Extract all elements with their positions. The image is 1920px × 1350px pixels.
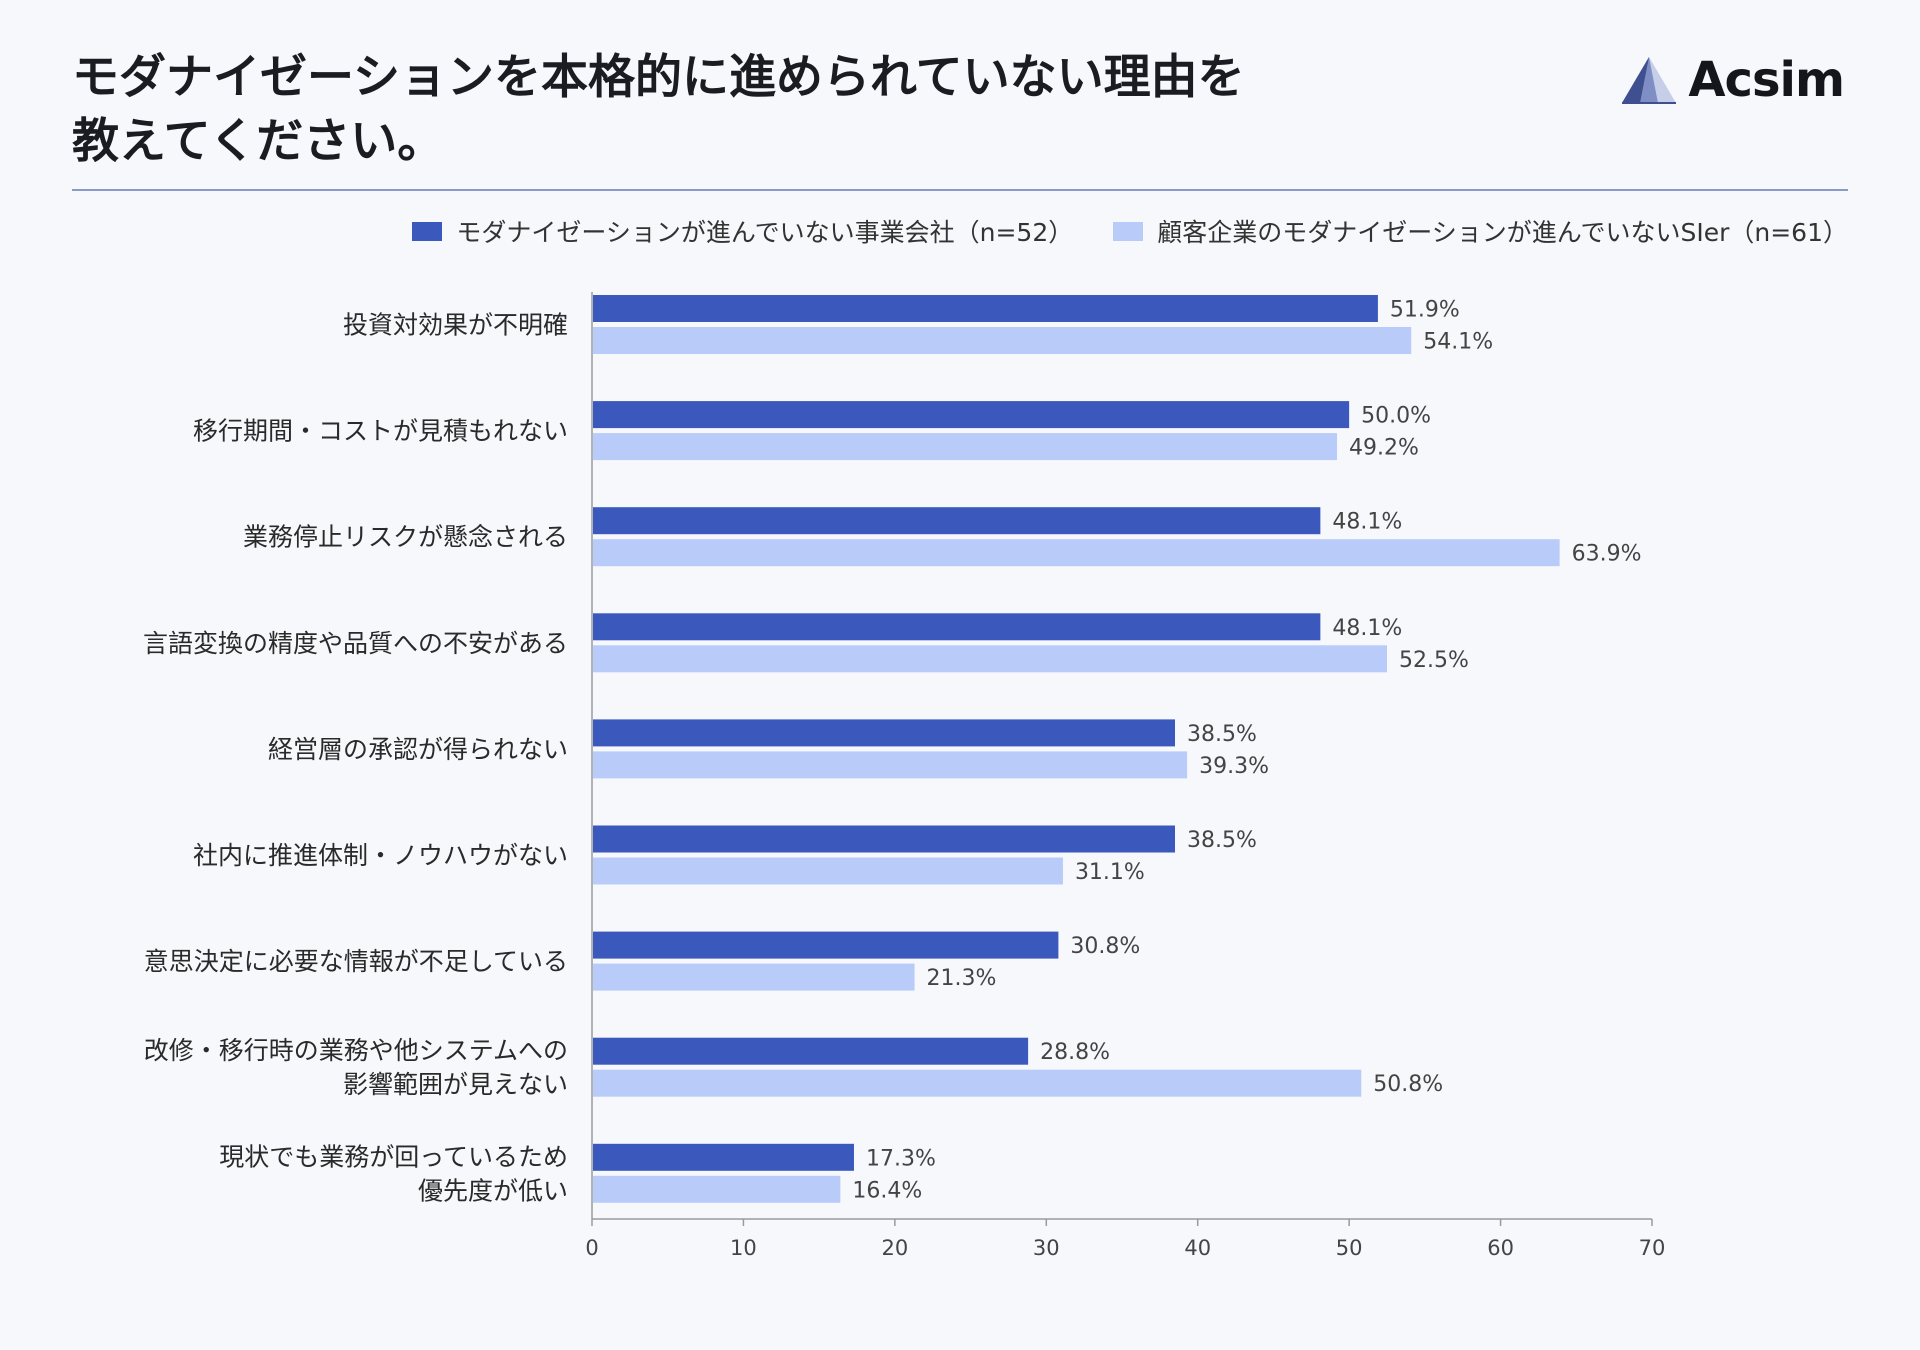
category-label: 意思決定に必要な情報が不足している [144,947,568,976]
triangle-logo-icon [1622,57,1677,104]
x-tick-label: 40 [1184,1236,1211,1260]
title-line-2: 教えてください。 [72,114,445,169]
bar [593,963,915,991]
bar [593,1175,841,1203]
data-label: 39.3% [1199,754,1269,779]
category-label: 影響範囲が見えない [343,1070,568,1099]
x-tick-label: 50 [1336,1236,1363,1260]
x-tick-label: 0 [585,1236,598,1260]
data-label: 50.8% [1373,1072,1443,1097]
data-label: 30.8% [1070,934,1140,959]
bar [593,857,1063,885]
logo-text: Acsim [1688,52,1845,108]
data-label: 51.9% [1390,298,1460,323]
title-divider [72,189,1848,191]
data-label: 49.2% [1349,436,1419,461]
x-tick-label: 20 [881,1236,908,1260]
legend-label-series1: モダナイゼーションが進んでいない事業会社（n=52） [456,218,1074,247]
data-label: 63.9% [1572,542,1642,567]
category-label: 社内に推進体制・ノウハウがない [193,841,568,870]
category-label: 経営層の承認が得られない [268,735,568,764]
bar [593,751,1188,779]
x-tick-label: 10 [730,1236,757,1260]
data-label: 38.5% [1187,828,1257,853]
chart-legend: モダナイゼーションが進んでいない事業会社（n=52） 顧客企業のモダナイゼーショ… [412,213,1848,249]
data-label: 21.3% [927,966,997,991]
category-label: 優先度が低い [418,1176,568,1205]
x-tick-label: 30 [1033,1236,1060,1260]
legend-swatch-series1 [412,221,443,241]
bar [593,327,1412,354]
bar [593,1069,1362,1097]
bar [593,825,1175,853]
category-label: 移行期間・コストが見積もれない [193,417,568,446]
data-label: 50.0% [1361,404,1431,429]
data-label: 48.1% [1332,510,1402,535]
legend-item-series1: モダナイゼーションが進んでいない事業会社（n=52） [412,213,1073,249]
bar [593,613,1321,641]
legend-swatch-series2 [1113,221,1144,241]
category-label: 改修・移行時の業務や他システムへの [144,1036,568,1065]
data-label: 54.1% [1423,330,1493,355]
category-label: 現状でも業務が回っているため [219,1142,568,1171]
x-tick-label: 60 [1487,1236,1514,1260]
legend-label-series2: 顧客企業のモダナイゼーションが進んでいないSIer（n=61） [1157,218,1848,247]
category-label: 業務停止リスクが懸念される [243,523,568,552]
bar [593,1037,1029,1065]
data-label: 38.5% [1187,722,1257,747]
bar [593,931,1059,959]
bar [593,645,1387,673]
category-label: 投資対効果が不明確 [343,311,568,340]
data-label: 28.8% [1040,1040,1110,1065]
category-label: 言語変換の精度や品質への不安がある [143,629,568,658]
data-label: 17.3% [866,1146,936,1171]
page-title: モダナイゼーションを本格的に進められていない理由を 教えてください。 [72,46,1322,174]
data-label: 31.1% [1075,860,1145,885]
title-line-1: モダナイゼーションを本格的に進められていない理由を [72,50,1245,105]
bar [593,295,1378,322]
bar [593,719,1175,747]
bar [593,1143,854,1171]
x-tick-label: 70 [1639,1236,1666,1260]
data-label: 52.5% [1399,648,1469,673]
bar [593,539,1560,567]
bar [593,433,1338,461]
bar [593,401,1350,429]
data-label: 16.4% [852,1178,922,1203]
data-label: 48.1% [1332,616,1402,641]
bar [593,507,1321,535]
legend-item-series2: 顧客企業のモダナイゼーションが進んでいないSIer（n=61） [1113,213,1848,249]
brand-logo: Acsim [1620,52,1845,108]
